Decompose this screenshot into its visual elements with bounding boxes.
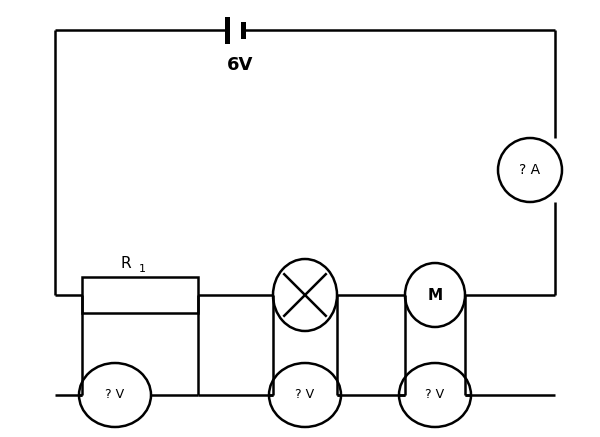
Text: M: M	[427, 288, 443, 302]
Text: ? V: ? V	[106, 388, 125, 402]
Text: 1: 1	[139, 264, 146, 274]
Text: ? A: ? A	[520, 163, 541, 177]
Text: 6V: 6V	[227, 56, 253, 74]
Text: R: R	[121, 256, 131, 271]
Bar	[82, 277, 198, 313]
Text: ? V: ? V	[295, 388, 314, 402]
Text: ? V: ? V	[425, 388, 445, 402]
